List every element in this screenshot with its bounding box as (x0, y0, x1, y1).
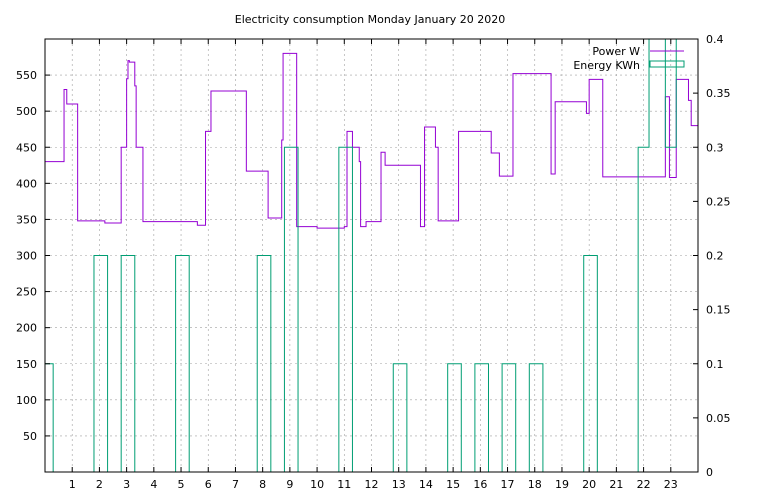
y-left-tick-label: 50 (23, 430, 37, 443)
legend-swatch-energy (649, 60, 685, 68)
y-left-tick-label: 150 (16, 358, 37, 371)
grid (45, 39, 698, 472)
x-tick-label: 22 (637, 478, 651, 491)
x-tick-label: 20 (582, 478, 596, 491)
x-tick-label: 11 (337, 478, 351, 491)
x-tick-label: 19 (555, 478, 569, 491)
x-tick-label: 13 (392, 478, 406, 491)
x-tick-label: 6 (205, 478, 212, 491)
legend-label-energy: Energy KWh (573, 59, 640, 72)
x-tick-label: 16 (473, 478, 487, 491)
x-tick-label: 2 (96, 478, 103, 491)
x-tick-label: 18 (528, 478, 542, 491)
x-tick-label: 7 (232, 478, 239, 491)
y-left-tick-label: 250 (16, 286, 37, 299)
plot-area (45, 38, 699, 473)
x-tick-label: 17 (501, 478, 515, 491)
y-right-tick-label: 0.25 (706, 195, 731, 208)
x-tick-label: 3 (123, 478, 130, 491)
x-tick-label: 4 (150, 478, 157, 491)
y-right-tick-label: 0.1 (706, 358, 724, 371)
x-tick-label: 10 (310, 478, 324, 491)
x-tick-label: 1 (69, 478, 76, 491)
y-left-tick-label: 550 (16, 69, 37, 82)
y-right-tick-label: 0.4 (706, 33, 724, 46)
x-tick-label: 5 (178, 478, 185, 491)
x-tick-label: 12 (365, 478, 379, 491)
x-tick-label: 23 (664, 478, 678, 491)
y-right-tick-label: 0 (706, 466, 713, 479)
axes: 1 2 3 4 5 6 7 8 9 10 11 12 13 14 15 16 17 18 19 20 21 22 23501… (16, 33, 731, 491)
series-line-energy (45, 38, 682, 473)
x-tick-label: 14 (419, 478, 433, 491)
y-left-tick-label: 450 (16, 141, 37, 154)
x-tick-label: 15 (446, 478, 460, 491)
x-tick-label: 21 (609, 478, 623, 491)
x-tick-label: 9 (286, 478, 293, 491)
y-right-tick-label: 0.15 (706, 304, 731, 317)
y-left-tick-label: 400 (16, 177, 37, 190)
y-right-tick-label: 0.2 (706, 250, 724, 263)
y-left-tick-label: 500 (16, 105, 37, 118)
legend: Power W Energy KWh (573, 45, 685, 72)
y-left-tick-label: 100 (16, 394, 37, 407)
y-right-tick-label: 0.3 (706, 141, 724, 154)
series-line-power (45, 52, 699, 229)
legend-label-power: Power W (592, 45, 640, 58)
y-left-tick-label: 300 (16, 250, 37, 263)
y-left-tick-label: 200 (16, 322, 37, 335)
x-tick-label: 8 (259, 478, 266, 491)
y-right-tick-label: 0.05 (706, 412, 731, 425)
chart-title: Electricity consumption Monday January 2… (235, 13, 505, 26)
y-right-tick-label: 0.35 (706, 87, 731, 100)
y-left-tick-label: 350 (16, 213, 37, 226)
